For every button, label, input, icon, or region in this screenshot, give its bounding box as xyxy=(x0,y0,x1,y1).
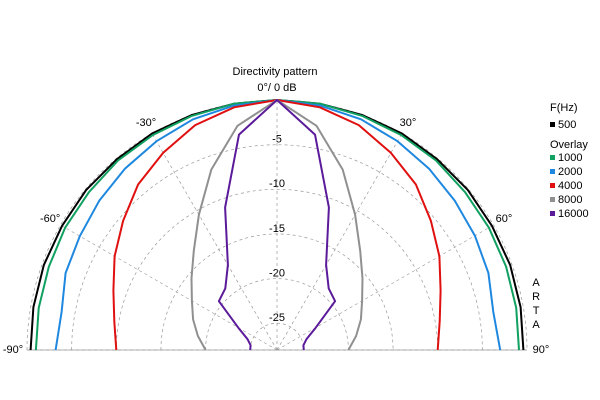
theta-tick-label: -90° xyxy=(3,344,23,356)
grid-spoke xyxy=(276,224,494,351)
theta-tick-label: -30° xyxy=(136,117,156,129)
grid-ring xyxy=(249,322,305,351)
r-tick-label: -20 xyxy=(269,267,285,279)
theta-tick-label: 60° xyxy=(496,213,513,225)
legend-swatch xyxy=(550,155,555,160)
chart-title: Directivity pattern xyxy=(233,66,318,78)
theta-tick-label: 30° xyxy=(400,117,417,129)
legend-label: 1000 xyxy=(558,152,582,164)
overlay-label: Overlay xyxy=(550,139,588,151)
theta-tick-label: -60° xyxy=(40,213,60,225)
legend-label: 2000 xyxy=(558,166,582,178)
legend-swatch xyxy=(550,197,555,202)
r-tick-label: -10 xyxy=(269,178,285,190)
grid-ring xyxy=(205,278,349,351)
grid-spoke xyxy=(60,224,278,351)
legend-label: 8000 xyxy=(558,194,582,206)
watermark: ARTA xyxy=(530,277,542,333)
theta-tick-label: 0°/ 0 dB xyxy=(257,82,296,94)
legend-title: F(Hz) xyxy=(550,102,578,114)
legend-swatch xyxy=(550,211,555,216)
legend-label: 500 xyxy=(558,119,576,131)
legend-swatch xyxy=(550,122,555,127)
grid-ring xyxy=(115,188,439,351)
legend-swatch xyxy=(550,183,555,188)
legend-swatch xyxy=(550,169,555,174)
series-line xyxy=(217,99,337,351)
theta-tick-label: 90° xyxy=(533,344,550,356)
legend-label: 4000 xyxy=(558,180,582,192)
legend-label: 16000 xyxy=(558,208,589,220)
